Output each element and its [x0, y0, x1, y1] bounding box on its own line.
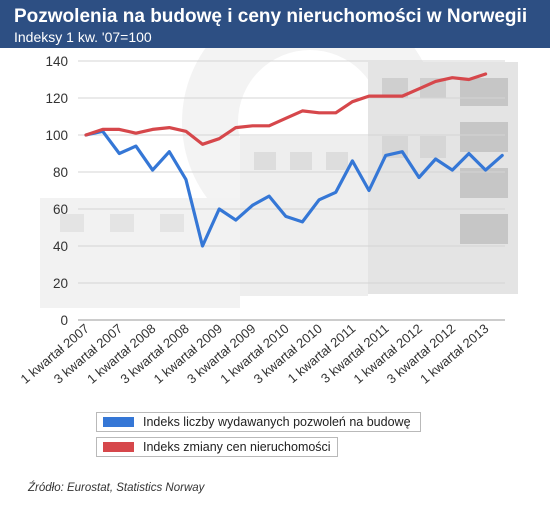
legend-label-permits: Indeks liczby wydawanych pozwoleń na bud…	[143, 415, 411, 429]
series-lines	[84, 72, 504, 248]
y-tick-label: 100	[45, 128, 68, 143]
legend-swatch-permits	[103, 417, 134, 427]
y-tick-label: 80	[53, 165, 68, 180]
series-line-1	[84, 129, 504, 248]
chart-title: Pozwolenia na budowę i ceny nieruchomośc…	[14, 6, 528, 27]
y-tick-label: 60	[53, 202, 68, 217]
legend-swatch-prices	[103, 442, 134, 452]
y-axis-ticks: 0 20 40 60 80 100 120 140	[45, 54, 68, 328]
legend-item-permits: Indeks liczby wydawanych pozwoleń na bud…	[96, 412, 421, 432]
y-tick-label: 40	[53, 239, 68, 254]
y-tick-label: 20	[53, 276, 68, 291]
series-line-2	[84, 72, 488, 146]
legend-item-prices: Indeks zmiany cen nieruchomości	[96, 437, 338, 457]
grid-lines	[78, 60, 505, 321]
chart-subtitle: Indeksy 1 kw. '07=100	[14, 29, 152, 45]
chart-legend: Indeks liczby wydawanych pozwoleń na bud…	[96, 412, 421, 462]
y-tick-label: 0	[60, 313, 68, 328]
y-tick-label: 120	[45, 91, 68, 106]
y-tick-label: 140	[45, 54, 68, 69]
chart-header: Pozwolenia na budowę i ceny nieruchomośc…	[0, 0, 550, 48]
source-note: Źródło: Eurostat, Statistics Norway	[28, 482, 205, 494]
background-image	[40, 48, 518, 308]
legend-label-prices: Indeks zmiany cen nieruchomości	[143, 440, 331, 454]
